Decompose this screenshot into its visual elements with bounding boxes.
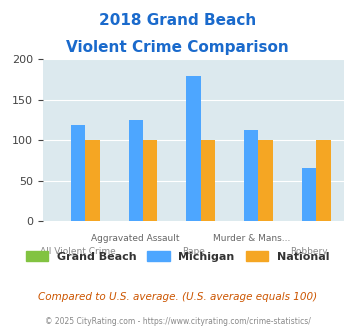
Bar [85,140,100,221]
Text: Rape: Rape [182,247,205,256]
Bar [244,130,258,221]
Legend: Grand Beach, Michigan, National: Grand Beach, Michigan, National [21,247,334,267]
Bar [201,140,215,221]
Text: Aggravated Assault: Aggravated Assault [92,234,180,243]
Bar [71,125,85,221]
Bar [302,168,316,221]
Text: Murder & Mans...: Murder & Mans... [213,234,290,243]
Bar [143,140,157,221]
Bar [316,140,331,221]
Text: Robbery: Robbery [290,247,328,256]
Text: 2018 Grand Beach: 2018 Grand Beach [99,13,256,28]
Text: © 2025 CityRating.com - https://www.cityrating.com/crime-statistics/: © 2025 CityRating.com - https://www.city… [45,317,310,326]
Bar [129,120,143,221]
Bar [186,76,201,221]
Text: Violent Crime Comparison: Violent Crime Comparison [66,40,289,54]
Text: All Violent Crime: All Violent Crime [40,247,116,256]
Text: Compared to U.S. average. (U.S. average equals 100): Compared to U.S. average. (U.S. average … [38,292,317,302]
Bar [258,140,273,221]
